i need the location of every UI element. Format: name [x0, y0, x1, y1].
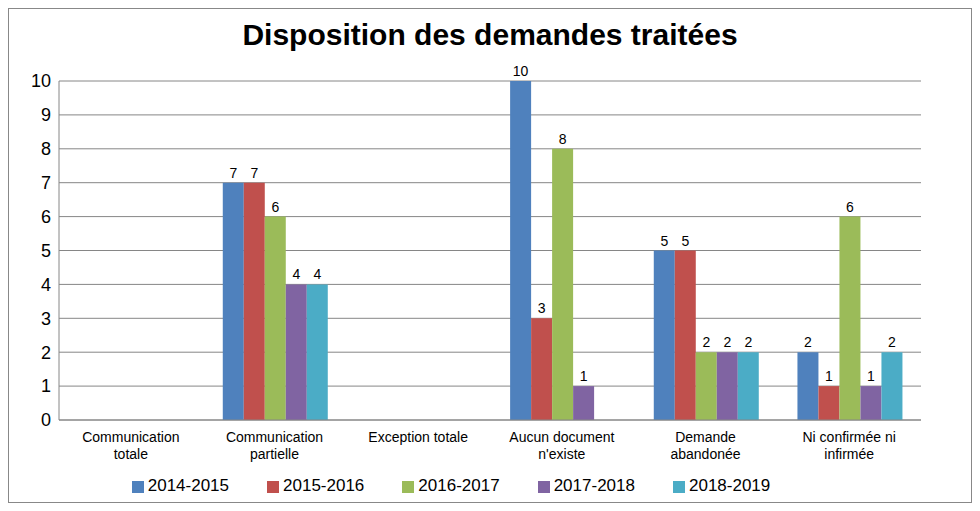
svg-text:7: 7	[250, 165, 258, 181]
svg-text:2: 2	[723, 334, 731, 350]
svg-text:8: 8	[559, 131, 567, 147]
svg-text:6: 6	[846, 199, 854, 215]
svg-text:5: 5	[660, 233, 668, 249]
svg-text:2: 2	[41, 343, 51, 363]
html-text:2018-2019: 2018-2019	[689, 476, 771, 495]
html-text:2014-2015: 2014-2015	[147, 476, 229, 495]
svg-text:1: 1	[41, 376, 51, 396]
svg-text:Communicationpartielle: Communicationpartielle	[226, 429, 323, 462]
svg-text:2: 2	[744, 334, 752, 350]
svg-text:6: 6	[271, 199, 279, 215]
svg-text:1: 1	[825, 368, 833, 384]
svg-text:2: 2	[888, 334, 896, 350]
svg-text:7: 7	[41, 173, 51, 193]
svg-text:4: 4	[41, 275, 51, 295]
svg-text:4: 4	[313, 266, 321, 282]
svg-text:3: 3	[41, 309, 51, 329]
svg-text:Communicationtotale: Communicationtotale	[82, 429, 179, 462]
svg-text:Aucun documentn'existe: Aucun documentn'existe	[509, 429, 614, 462]
svg-text:1: 1	[867, 368, 875, 384]
svg-text:2: 2	[804, 334, 812, 350]
svg-text:3: 3	[538, 300, 546, 316]
svg-text:9: 9	[41, 105, 51, 125]
svg-text:8: 8	[41, 139, 51, 159]
html-text:2017-2018: 2017-2018	[553, 476, 635, 495]
svg-text:6: 6	[41, 207, 51, 227]
svg-text:10: 10	[31, 71, 51, 91]
svg-text:10: 10	[513, 63, 529, 79]
svg-text:Ni confirmée niinfirmée: Ni confirmée niinfirmée	[802, 429, 895, 462]
html-text:2015-2016: 2015-2016	[283, 476, 365, 495]
html-text:Disposition des demandes trait: Disposition des demandes traitées	[242, 18, 738, 51]
svg-text:Exception totale: Exception totale	[368, 429, 468, 445]
svg-text:Demandeabandonée: Demandeabandonée	[670, 429, 740, 462]
svg-text:5: 5	[41, 241, 51, 261]
svg-text:0: 0	[41, 410, 51, 430]
svg-text:7: 7	[229, 165, 237, 181]
svg-text:2: 2	[702, 334, 710, 350]
svg-text:5: 5	[681, 233, 689, 249]
html-text:2016-2017: 2016-2017	[418, 476, 500, 495]
svg-text:4: 4	[292, 266, 300, 282]
svg-text:1: 1	[580, 368, 588, 384]
